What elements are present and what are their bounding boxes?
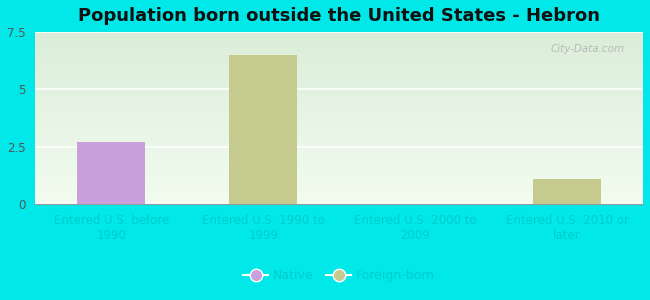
Bar bbox=[77, 142, 146, 204]
Text: City-Data.com: City-Data.com bbox=[551, 44, 625, 54]
Bar bbox=[229, 55, 298, 204]
Legend: Native, Foreign-born: Native, Foreign-born bbox=[238, 264, 440, 287]
Title: Population born outside the United States - Hebron: Population born outside the United State… bbox=[78, 7, 600, 25]
Bar bbox=[533, 179, 601, 204]
